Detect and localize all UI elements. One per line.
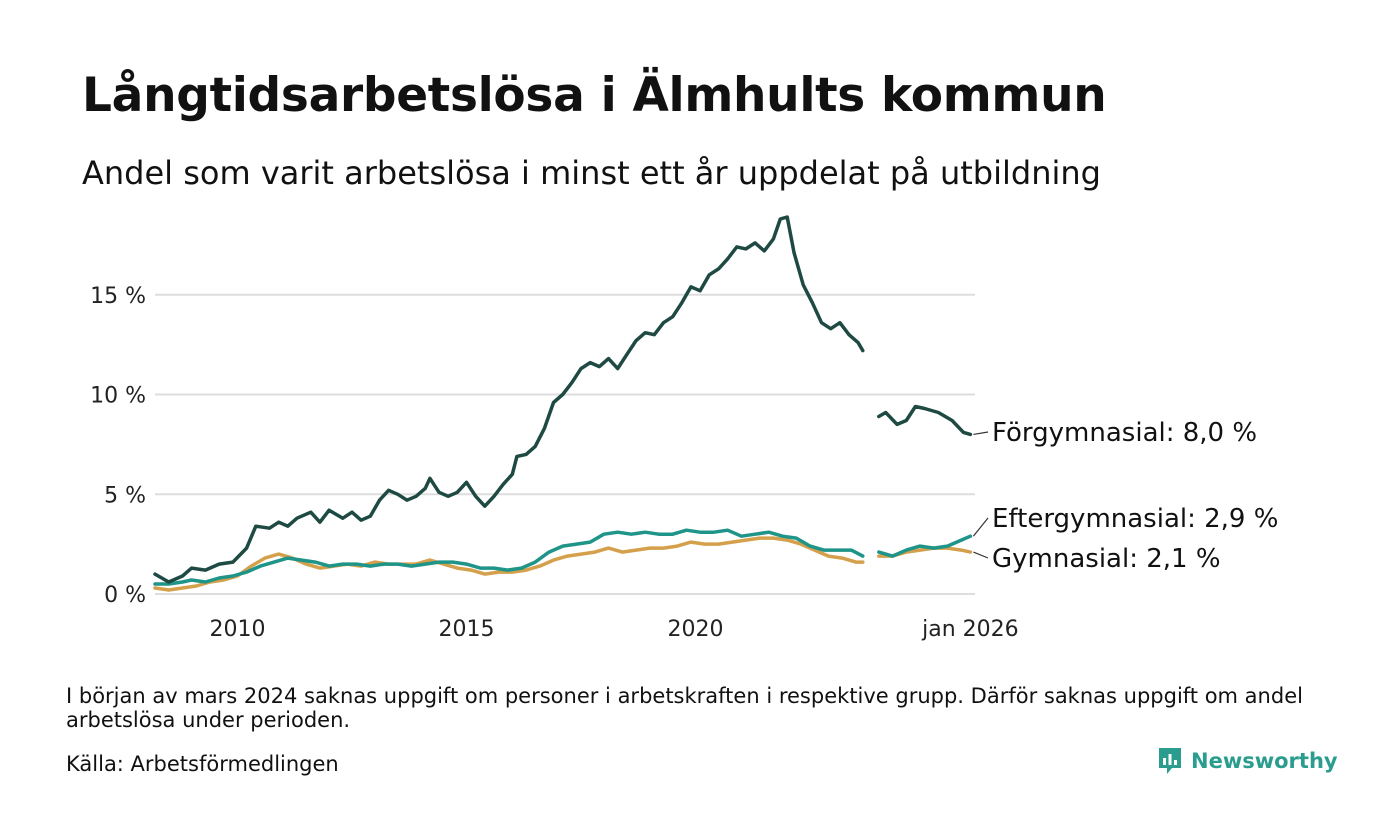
x-tick-label: 2015 (439, 617, 495, 642)
y-axis-ticks: 0 % 5 % 10 % 15 % (90, 284, 146, 608)
footnote: I början av mars 2024 saknas uppgift om … (66, 684, 1303, 732)
series-line-förgymnasial (153, 215, 973, 584)
x-axis-ticks: 2010 2015 2020 jan 2026 (209, 617, 1018, 642)
brand-name: Newsworthy (1191, 749, 1338, 773)
y-tick-label: 5 % (104, 483, 146, 508)
label-leader (973, 551, 989, 559)
gridlines (155, 293, 975, 595)
y-tick-label: 15 % (90, 284, 146, 309)
end-label-förgymnasial: Förgymnasial: 8,0 % (992, 418, 1257, 448)
x-tick-label: 2010 (209, 617, 265, 642)
end-label-eftergymnasial: Eftergymnasial: 2,9 % (992, 504, 1278, 534)
series-end-labels: Förgymnasial: 8,0 % Eftergymnasial: 2,9 %… (972, 418, 1278, 574)
newsworthy-logo-icon (1159, 748, 1181, 774)
end-label-gymnasial: Gymnasial: 2,1 % (992, 544, 1221, 574)
x-tick-label: 2020 (668, 617, 724, 642)
label-leader (972, 517, 989, 537)
y-tick-label: 0 % (104, 583, 146, 608)
chart-subtitle: Andel som varit arbetslösa i minst ett å… (82, 154, 1101, 192)
brand-logo[interactable]: Newsworthy (1157, 746, 1338, 776)
line-chart: 0 % 5 % 10 % 15 % 2010 2015 2020 jan 2026 Förg… (90, 215, 1278, 642)
label-leader (973, 431, 989, 436)
series-line-eftergymnasial (153, 528, 973, 586)
series-lines (153, 215, 973, 592)
source-text: Källa: Arbetsförmedlingen (66, 752, 339, 776)
x-tick-label: jan 2026 (921, 617, 1019, 642)
chart-title: Långtidsarbetslösa i Älmhults kommun (82, 68, 1107, 123)
y-tick-label: 10 % (90, 384, 146, 409)
